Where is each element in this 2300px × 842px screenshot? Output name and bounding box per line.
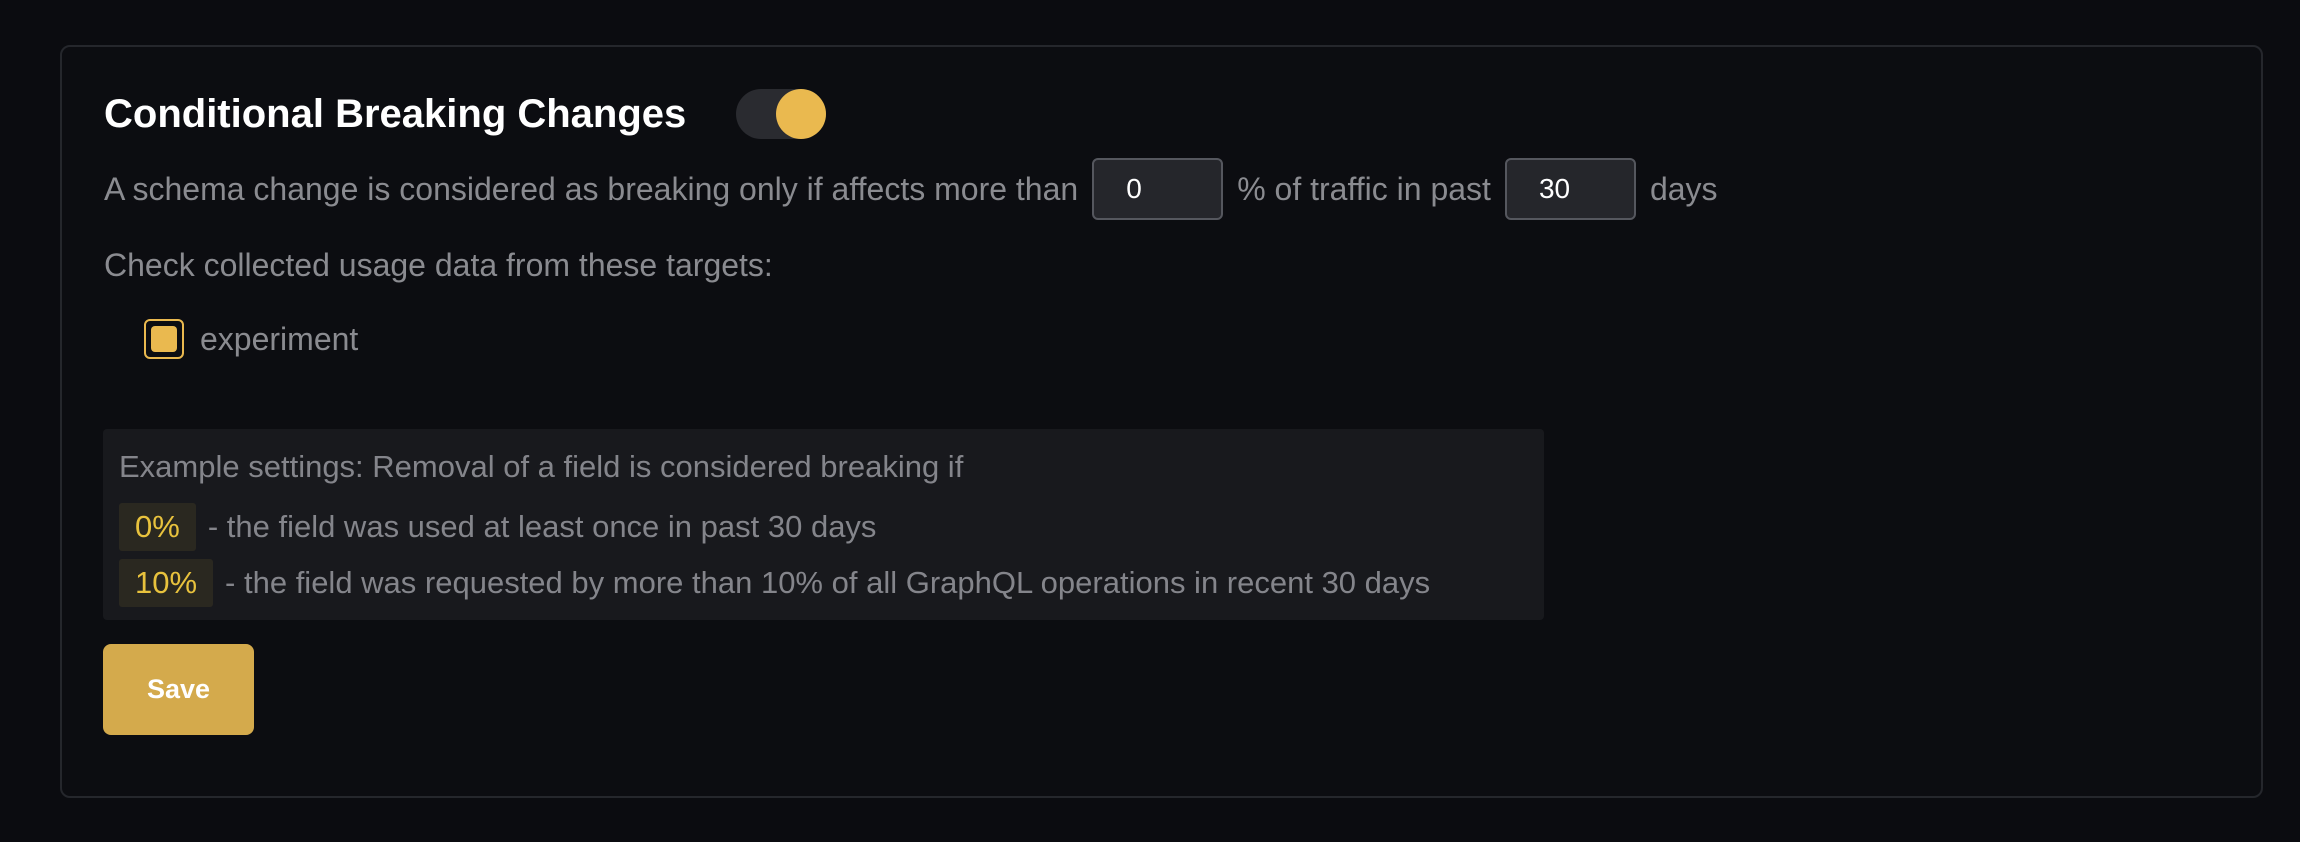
enable-toggle[interactable]	[736, 89, 826, 139]
toggle-knob	[776, 89, 826, 139]
rule-prefix: A schema change is considered as breakin…	[104, 170, 1079, 207]
target-checkbox-experiment[interactable]	[144, 319, 184, 359]
days-input[interactable]	[1504, 158, 1636, 220]
example-text: - the field was requested by more than 1…	[225, 565, 1431, 600]
save-button[interactable]: Save	[103, 644, 254, 735]
traffic-rule: A schema change is considered as breakin…	[104, 157, 1718, 221]
example-badge: 10%	[119, 559, 214, 607]
checkbox-check-icon	[151, 326, 177, 352]
example-heading: Example settings: Removal of a field is …	[119, 449, 964, 484]
example-settings-box: Example settings: Removal of a field is …	[103, 429, 1544, 620]
rule-middle: % of traffic in past	[1237, 170, 1491, 207]
example-text: - the field was used at least once in pa…	[207, 509, 877, 544]
rule-suffix: days	[1649, 170, 1718, 207]
example-line: 10% - the field was requested by more th…	[119, 555, 1528, 611]
targets-label: Check collected usage data from these ta…	[104, 247, 773, 283]
section-title: Conditional Breaking Changes	[104, 92, 687, 136]
example-line: 0% - the field was used at least once in…	[119, 499, 1528, 555]
example-badge: 0%	[119, 503, 196, 551]
target-label-experiment[interactable]: experiment	[200, 321, 359, 357]
conditional-breaking-changes-card: Conditional Breaking Changes A schema ch…	[60, 45, 2263, 798]
percentage-input[interactable]	[1092, 158, 1224, 220]
